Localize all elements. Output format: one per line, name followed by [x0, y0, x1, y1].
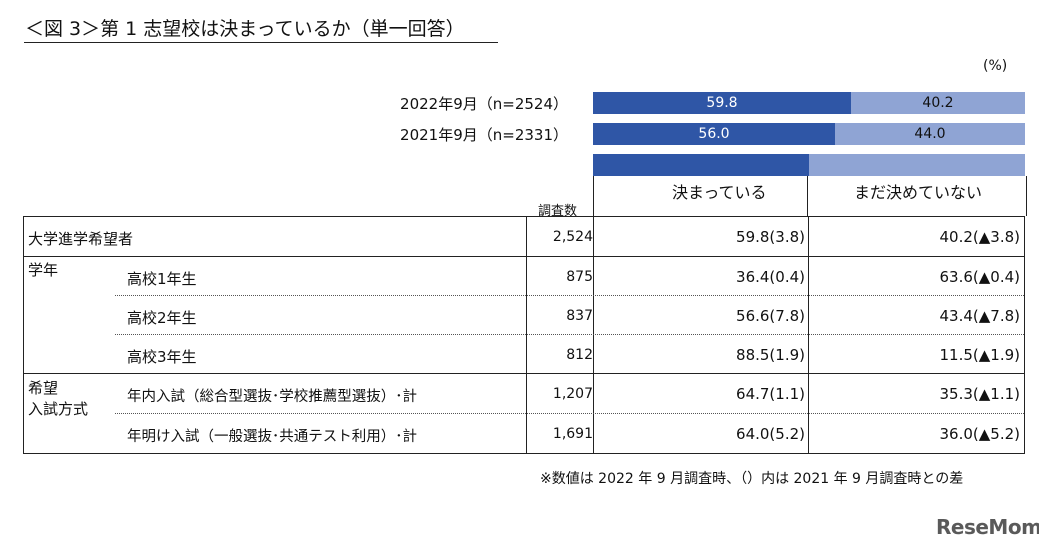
chart-title: ＜図 3＞第 1 志望校は決まっているか（単一回答） — [25, 18, 465, 40]
legend-bar-decided — [593, 154, 809, 176]
legend-bar-undecided — [809, 154, 1025, 176]
row-undecided-0: 40.2(▲3.8) — [939, 228, 1021, 246]
row-decided-4: 64.7(1.1) — [736, 385, 805, 403]
results-table: 大学進学希望者 2,524 59.8(3.8) 40.2(▲3.8) 学年 高校… — [23, 216, 1025, 454]
bar-label-2022: 2022年9月（n=2524） — [400, 95, 568, 113]
col-divider-decided — [593, 217, 594, 453]
row-sub-1: 高校1年生 — [127, 270, 197, 288]
row-divider-2 — [115, 295, 1024, 296]
row-sub-3: 高校3年生 — [127, 348, 197, 366]
bar-2022-decided: 59.8 — [593, 92, 851, 114]
row-divider-1 — [24, 256, 1024, 257]
row-undecided-2: 43.4(▲7.8) — [939, 307, 1021, 325]
col-divider-undecided — [808, 217, 809, 453]
footnote: ※数値は 2022 年 9 月調査時、（）内は 2021 年 9 月調査時との差 — [540, 471, 964, 487]
bar-2021-decided-label: 56.0 — [698, 126, 730, 142]
bar-2021-undecided-label: 44.0 — [914, 126, 946, 142]
col-divider-count — [526, 217, 527, 453]
header-decided-cell: 決まっている — [593, 176, 808, 216]
header-undecided-cell: まだ決めていない — [807, 176, 1027, 216]
title-underline — [24, 42, 498, 43]
bar-label-2021: 2021年9月（n=2331） — [400, 126, 568, 144]
row-count-3: 812 — [566, 347, 593, 363]
row-decided-5: 64.0(5.2) — [736, 425, 805, 443]
bar-2021-decided: 56.0 — [593, 123, 835, 145]
row-decided-2: 56.6(7.8) — [736, 307, 805, 325]
row-divider-4 — [24, 373, 1024, 374]
bar-2021-undecided: 44.0 — [835, 123, 1025, 145]
row-count-0: 2,524 — [552, 229, 593, 245]
row-sub-5: 年明け入試（一般選抜･共通テスト利用）･計 — [127, 429, 417, 445]
row-divider-3 — [115, 334, 1024, 335]
unit-label: (%) — [983, 58, 1008, 74]
bar-2022-decided-label: 59.8 — [706, 95, 738, 111]
column-header-row: 決まっている まだ決めていない — [593, 176, 1027, 216]
row-undecided-4: 35.3(▲1.1) — [939, 385, 1021, 403]
row-sub-2: 高校2年生 — [127, 309, 197, 327]
row-sub-4: 年内入試（総合型選抜･学校推薦型選抜）･計 — [127, 389, 417, 405]
row-group-exam: 希望 — [28, 379, 59, 397]
row-decided-3: 88.5(1.9) — [736, 346, 805, 364]
row-count-4: 1,207 — [552, 386, 593, 402]
header-decided: 決まっている — [672, 183, 767, 202]
stacked-bar-chart: 59.8 40.2 56.0 44.0 — [593, 90, 1025, 176]
row-undecided-5: 36.0(▲5.2) — [939, 425, 1021, 443]
row-group-university: 大学進学希望者 — [28, 230, 134, 248]
row-undecided-1: 63.6(▲0.4) — [939, 268, 1021, 286]
row-divider-5 — [115, 413, 1024, 414]
row-decided-0: 59.8(3.8) — [736, 228, 805, 246]
row-count-5: 1,691 — [552, 426, 593, 442]
row-undecided-3: 11.5(▲1.9) — [939, 346, 1021, 364]
row-group-exam-2: 入試方式 — [28, 400, 89, 418]
resemom-logo: ReseMom — [936, 515, 1039, 539]
row-count-2: 837 — [566, 308, 593, 324]
bar-2022-undecided: 40.2 — [851, 92, 1025, 114]
row-decided-1: 36.4(0.4) — [736, 268, 805, 286]
row-group-grade: 学年 — [28, 261, 59, 279]
bar-2022-undecided-label: 40.2 — [922, 95, 954, 111]
header-undecided: まだ決めていない — [854, 183, 983, 202]
row-count-1: 875 — [566, 269, 593, 285]
header-survey-count: 調査数 — [538, 204, 578, 219]
